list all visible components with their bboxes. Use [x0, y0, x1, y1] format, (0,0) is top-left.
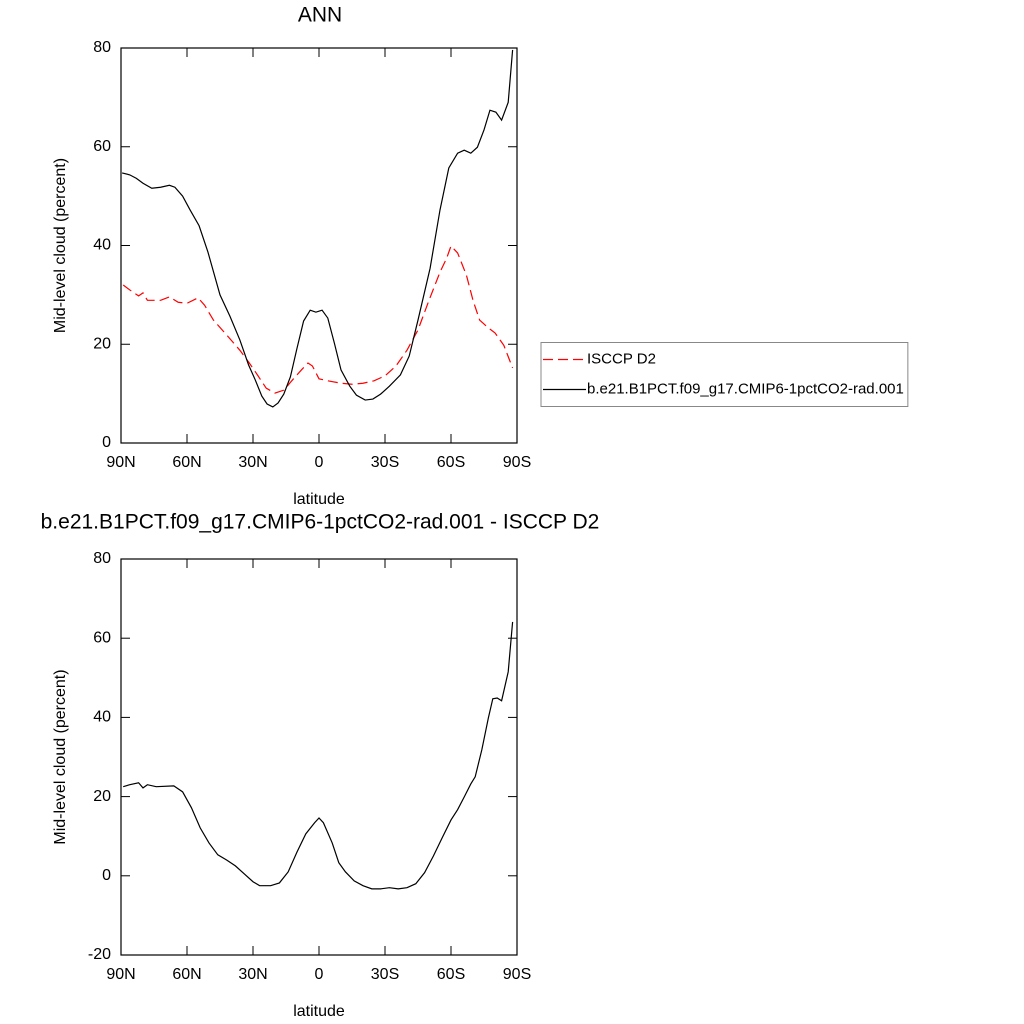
x-tick-label: 90S — [503, 454, 531, 471]
x-axis-label: latitude — [293, 1003, 345, 1020]
data-line — [122, 244, 514, 394]
y-tick-label: 40 — [93, 709, 111, 726]
y-tick-label: 60 — [93, 138, 111, 155]
x-tick-label: 60N — [172, 966, 201, 983]
y-tick-label: 20 — [93, 788, 111, 805]
legend: ISCCP D2 b.e21.B1PCT.f09_g17.CMIP6-1pctCO… — [540, 342, 909, 407]
legend-box — [540, 342, 909, 407]
data-line — [123, 621, 514, 890]
y-axis-label: Mid-level cloud (percent) — [52, 158, 69, 333]
x-axis-label: latitude — [293, 491, 345, 508]
x-tick-label: 60S — [437, 966, 465, 983]
y-tick-label: 0 — [102, 867, 111, 884]
legend-label: b.e21.B1PCT.f09_g17.CMIP6-1pctCO2-rad.00… — [587, 380, 904, 397]
chart-panel: ANN latitude Mid-level cloud (percent) 0 20 4… — [52, 4, 909, 508]
x-tick-label: 90N — [106, 454, 135, 471]
y-tick-label: 80 — [93, 39, 111, 56]
chart-title: ANN — [298, 4, 342, 27]
x-tick-label: 60S — [437, 454, 465, 471]
x-tick-label: 90S — [503, 966, 531, 983]
chart-title: b.e21.B1PCT.f09_g17.CMIP6-1pctCO2-rad.00… — [41, 511, 600, 534]
x-tick-label: 30S — [371, 454, 399, 471]
y-axis-label: Mid-level cloud (percent) — [52, 669, 69, 844]
chart-panel: b.e21.B1PCT.f09_g17.CMIP6-1pctCO2-rad.00… — [41, 511, 600, 1021]
plot-frame — [120, 47, 518, 444]
y-tick-label: 80 — [93, 550, 111, 567]
x-tick-label: 30S — [371, 966, 399, 983]
y-tick-label: -20 — [88, 946, 111, 963]
data-line — [121, 49, 514, 408]
x-tick-label: 0 — [315, 966, 324, 983]
y-tick-label: 20 — [93, 335, 111, 352]
x-tick-label: 60N — [172, 454, 201, 471]
legend-label: ISCCP D2 — [587, 350, 656, 367]
x-tick-label: 0 — [315, 454, 324, 471]
x-tick-label: 30N — [238, 966, 267, 983]
y-tick-label: 60 — [93, 629, 111, 646]
plot-frame — [120, 558, 518, 956]
x-tick-label: 30N — [238, 454, 267, 471]
y-tick-label: 0 — [102, 434, 111, 451]
y-tick-label: 40 — [93, 237, 111, 254]
x-tick-label: 90N — [106, 966, 135, 983]
